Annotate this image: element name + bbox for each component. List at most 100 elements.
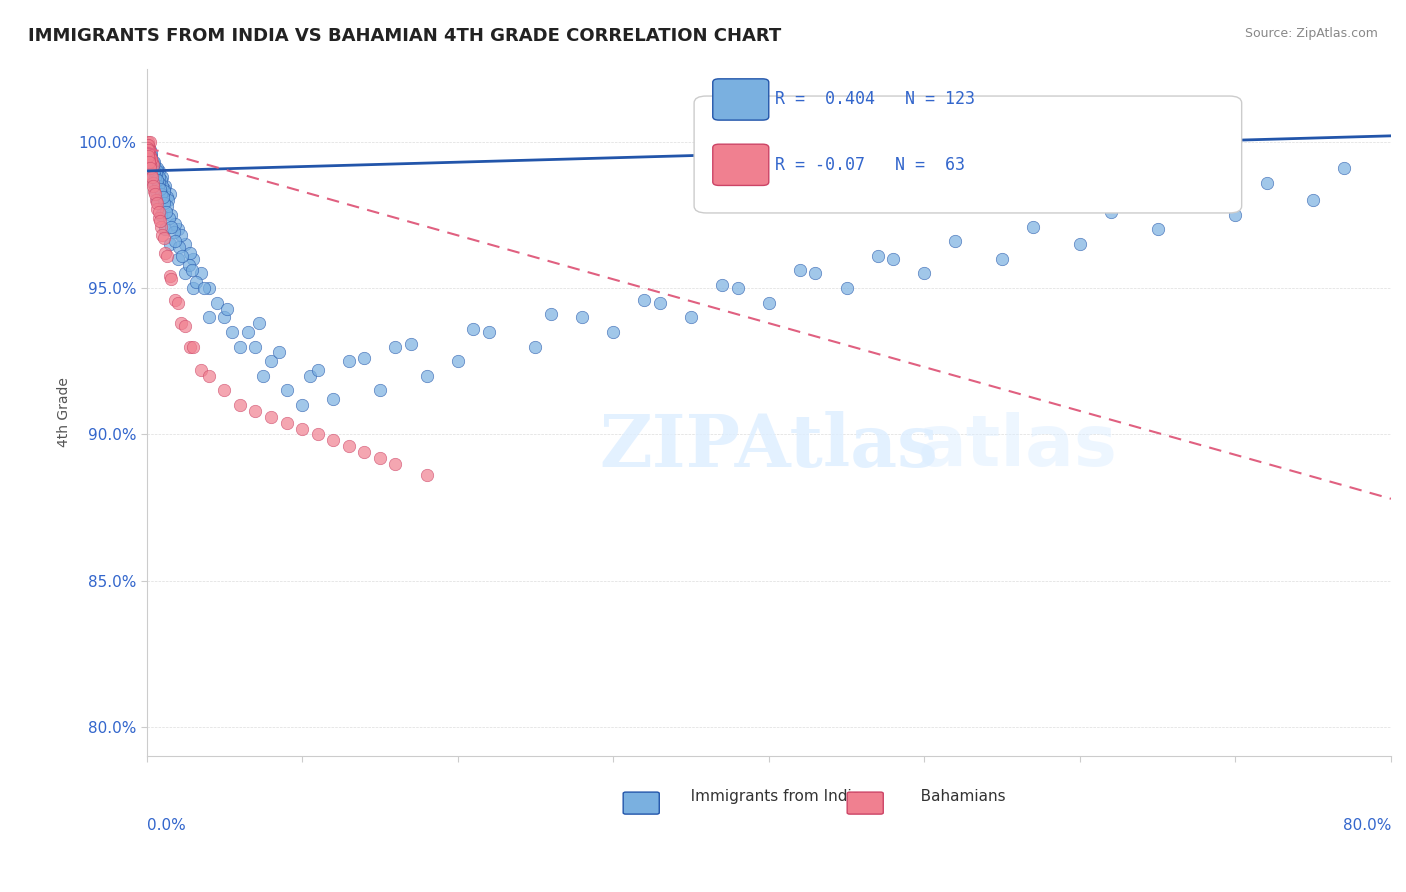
Point — [143, 187, 166, 202]
Point — [267, 345, 290, 359]
Point — [138, 158, 160, 172]
Point — [160, 208, 183, 222]
Point — [148, 211, 170, 225]
Point — [156, 249, 179, 263]
Point — [148, 164, 170, 178]
Point — [149, 181, 172, 195]
Text: R = -0.07   N =  63: R = -0.07 N = 63 — [775, 156, 965, 174]
Point — [337, 439, 360, 453]
Point — [1178, 190, 1201, 204]
Point — [217, 301, 239, 316]
Point — [835, 281, 858, 295]
Point — [136, 137, 159, 152]
FancyBboxPatch shape — [713, 78, 769, 120]
Text: 80.0%: 80.0% — [1343, 817, 1391, 832]
Point — [167, 240, 190, 254]
FancyBboxPatch shape — [713, 145, 769, 186]
Point — [138, 140, 160, 154]
Point — [163, 293, 186, 307]
Point — [245, 340, 267, 354]
Point — [156, 199, 179, 213]
Point — [143, 155, 166, 169]
Text: IMMIGRANTS FROM INDIA VS BAHAMIAN 4TH GRADE CORRELATION CHART: IMMIGRANTS FROM INDIA VS BAHAMIAN 4TH GR… — [28, 27, 782, 45]
Point — [247, 316, 270, 330]
Point — [353, 445, 375, 459]
Point — [141, 167, 163, 181]
Point — [150, 178, 173, 193]
Point — [945, 234, 967, 248]
Point — [152, 231, 174, 245]
Point — [368, 384, 391, 398]
Point — [174, 267, 197, 281]
Point — [141, 149, 163, 163]
Point — [221, 325, 243, 339]
Point — [145, 185, 167, 199]
Point — [136, 144, 159, 158]
Point — [276, 416, 298, 430]
Point — [145, 167, 167, 181]
Point — [160, 272, 183, 286]
Point — [789, 263, 811, 277]
Point — [139, 149, 162, 163]
Point — [179, 340, 201, 354]
Point — [260, 354, 283, 368]
Point — [145, 173, 167, 187]
Point — [186, 275, 208, 289]
Point — [139, 153, 162, 167]
Text: Bahamians: Bahamians — [905, 789, 1005, 805]
Point — [866, 249, 889, 263]
Point — [136, 140, 159, 154]
Point — [148, 169, 170, 184]
Point — [148, 178, 170, 193]
Point — [447, 354, 470, 368]
Point — [1225, 208, 1247, 222]
Point — [159, 269, 181, 284]
Point — [236, 325, 259, 339]
Point — [136, 135, 159, 149]
Point — [138, 149, 160, 163]
Point — [368, 450, 391, 465]
Point — [155, 178, 177, 193]
Point — [155, 205, 177, 219]
Point — [138, 135, 160, 149]
Point — [142, 178, 165, 193]
Point — [139, 149, 162, 163]
Point — [138, 144, 160, 158]
Point — [882, 252, 904, 266]
Point — [170, 316, 193, 330]
Point — [146, 193, 169, 207]
Point — [136, 144, 159, 158]
Point — [1022, 219, 1045, 234]
Point — [150, 169, 173, 184]
Point — [1333, 161, 1355, 175]
Point — [159, 219, 181, 234]
Point — [138, 155, 160, 169]
Point — [149, 213, 172, 227]
Point — [143, 169, 166, 184]
Point — [142, 164, 165, 178]
Point — [648, 295, 671, 310]
Point — [148, 205, 170, 219]
Text: Source: ZipAtlas.com: Source: ZipAtlas.com — [1244, 27, 1378, 40]
Point — [136, 137, 159, 152]
Point — [229, 398, 252, 412]
Point — [252, 368, 274, 383]
Point — [163, 226, 186, 240]
Point — [1302, 193, 1324, 207]
Point — [153, 196, 176, 211]
Point — [214, 384, 236, 398]
Point — [214, 310, 236, 325]
Point — [1069, 237, 1091, 252]
Point — [163, 217, 186, 231]
Point — [166, 252, 188, 266]
Point — [143, 176, 166, 190]
Point — [136, 146, 159, 161]
Text: 0.0%: 0.0% — [146, 817, 186, 832]
Point — [384, 340, 406, 354]
Point — [540, 307, 562, 321]
Point — [197, 368, 219, 383]
Point — [177, 258, 200, 272]
Point — [138, 149, 160, 163]
Point — [150, 228, 173, 243]
Point — [291, 398, 314, 412]
